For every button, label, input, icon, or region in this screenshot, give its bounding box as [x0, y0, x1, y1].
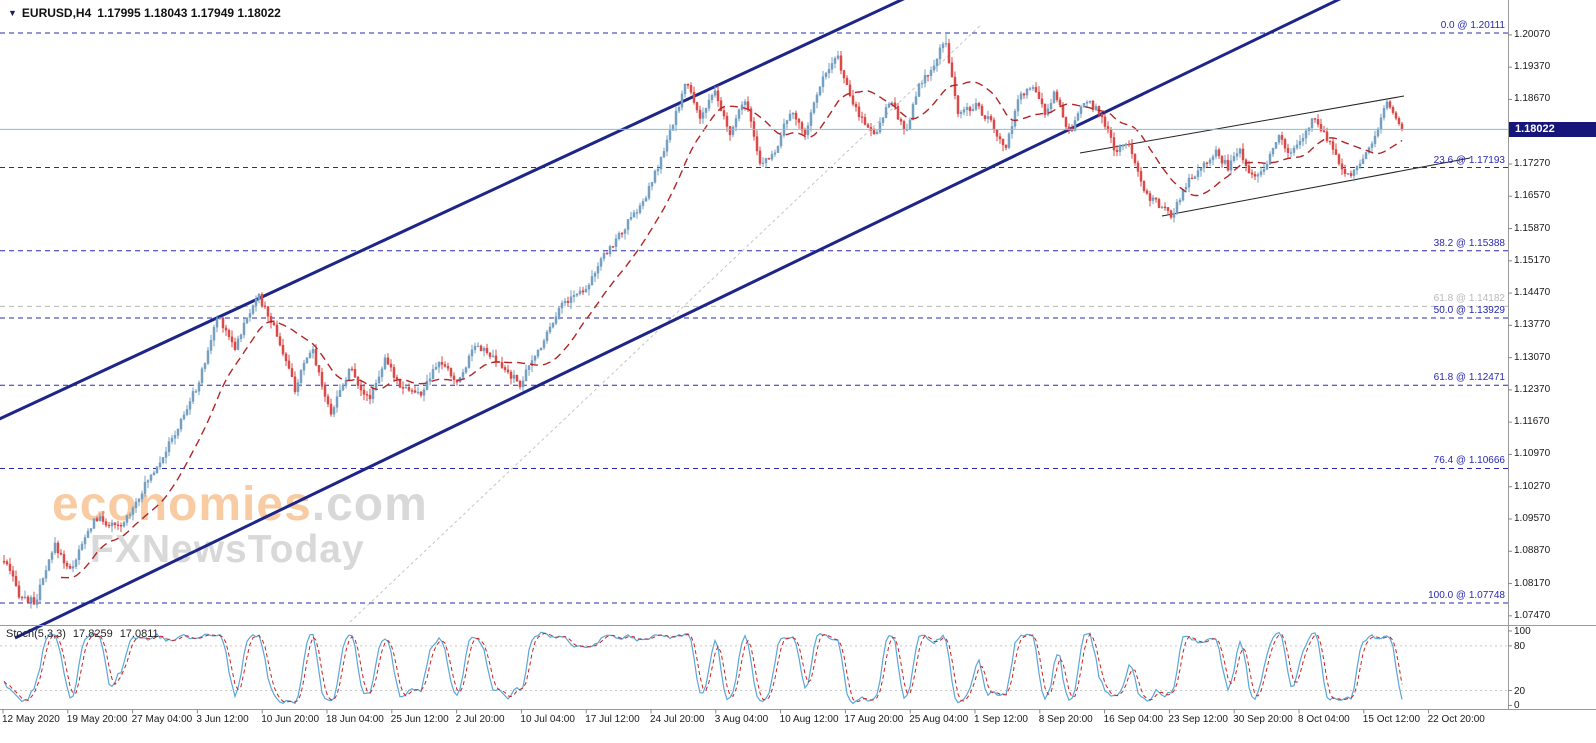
price-axis-label: 1.12370 — [1514, 383, 1551, 395]
time-axis-label: 16 Sep 04:00 — [1103, 714, 1164, 725]
current-price-badge: 1.18022 — [1509, 121, 1596, 137]
chart-ohlc-values: 1.17995 1.18043 1.17949 1.18022 — [97, 6, 281, 20]
fib-level-label: 23.6 @ 1.17193 — [1433, 154, 1505, 166]
trendline — [1161, 157, 1471, 217]
time-axis-label: 12 May 2020 — [2, 714, 60, 725]
trendline — [1079, 95, 1405, 154]
time-axis-label: 3 Jun 12:00 — [196, 714, 249, 725]
time-axis-label: 25 Jun 12:00 — [390, 714, 449, 725]
indicator-k-value: 17.8259 — [72, 628, 113, 640]
time-axis-label: 8 Oct 04:00 — [1298, 714, 1350, 725]
time-axis-label: 1 Sep 12:00 — [974, 714, 1028, 725]
price-axis-label: 1.17270 — [1514, 157, 1551, 169]
time-axis-label: 22 Oct 20:00 — [1427, 714, 1485, 725]
price-axis-label: 1.15170 — [1514, 254, 1551, 266]
aux-trendline — [349, 23, 983, 623]
time-axis-label: 3 Aug 04:00 — [714, 714, 769, 725]
price-axis-label: 1.07470 — [1514, 609, 1551, 621]
stoch-axis-label: 100 — [1514, 626, 1531, 637]
time-axis-label: 23 Sep 12:00 — [1168, 714, 1228, 725]
time-axis-label: 17 Jul 12:00 — [585, 714, 640, 725]
time-axis-label: 27 May 04:00 — [131, 714, 193, 725]
chart-title: ▼ EURUSD,H4 1.17995 1.18043 1.17949 1.1802… — [8, 6, 287, 20]
fib-level-label: 0.0 @ 1.20111 — [1440, 20, 1505, 31]
stochastic-indicator-label: Stoch(5,3,3) 17.8259 17.0811 — [6, 628, 166, 640]
fib-level-label: 50.0 @ 1.13929 — [1433, 305, 1505, 317]
time-axis-label: 25 Aug 04:00 — [909, 714, 969, 725]
watermark-suffix: .com — [311, 478, 428, 531]
time-axis-label: 19 May 20:00 — [66, 714, 128, 725]
up-candle-bodies — [23, 43, 1389, 605]
price-axis-label: 1.14470 — [1514, 287, 1551, 299]
price-axis-label: 1.11670 — [1514, 416, 1550, 428]
chart-symbol: EURUSD,H4 — [21, 6, 92, 20]
time-axis-label: 10 Jul 04:00 — [520, 714, 575, 725]
down-candle-bodies — [2, 43, 1404, 605]
time-axis-label: 10 Jun 20:00 — [261, 714, 320, 725]
time-axis-label: 10 Aug 12:00 — [779, 714, 839, 725]
price-axis-label: 1.10270 — [1514, 480, 1551, 492]
trend-channel-line — [14, 0, 1342, 640]
time-axis-label: 15 Oct 12:00 — [1362, 714, 1421, 725]
price-axis-label: 1.19370 — [1514, 61, 1551, 73]
symbol-marker-icon: ▼ — [8, 8, 17, 18]
price-axis-label: 1.18670 — [1514, 93, 1551, 105]
price-axis-label: 1.08870 — [1514, 545, 1551, 557]
price-axis-label: 1.13770 — [1514, 319, 1551, 331]
stoch-axis-label: 20 — [1514, 685, 1526, 697]
time-axis-label: 2 Jul 20:00 — [455, 714, 505, 725]
up-candle-wicks — [24, 33, 1388, 609]
price-axis-label: 1.08170 — [1514, 577, 1551, 589]
indicator-d-value: 17.0811 — [119, 628, 159, 640]
fib-level-label: 61.8 @ 1.14182 — [1433, 293, 1505, 305]
indicator-name: Stoch(5,3,3) — [6, 628, 66, 640]
stochastic-k-line — [3, 631, 1403, 705]
price-axis-label: 1.09570 — [1514, 513, 1551, 524]
trend-channel-line — [0, 0, 905, 421]
time-axis-label: 24 Jul 20:00 — [650, 714, 705, 725]
stoch-axis-label: 80 — [1514, 640, 1526, 652]
price-axis-label: 1.13070 — [1514, 351, 1551, 363]
moving-average-line — [60, 81, 1403, 579]
fib-level-label: 100.0 @ 1.07748 — [1428, 590, 1505, 601]
price-axis-label: 1.10970 — [1514, 448, 1551, 460]
stochastic-d-line — [3, 632, 1403, 703]
fib-level-label: 38.2 @ 1.15388 — [1433, 237, 1505, 249]
time-axis-label: 18 Jun 04:00 — [326, 714, 384, 725]
price-axis-label: 1.15870 — [1514, 222, 1551, 234]
price-axis-label: 1.16570 — [1514, 190, 1551, 202]
time-axis-label: 30 Sep 20:00 — [1233, 714, 1293, 725]
fib-level-label: 76.4 @ 1.10666 — [1433, 455, 1505, 467]
fib-level-label: 61.8 @ 1.12471 — [1433, 372, 1505, 384]
price-axis-label: 1.20070 — [1514, 28, 1551, 40]
time-axis-label: 17 Aug 20:00 — [844, 714, 904, 725]
watermark: economies.com FXNewsToday — [52, 478, 428, 570]
time-axis-label: 8 Sep 20:00 — [1038, 714, 1093, 725]
stoch-axis-label: 0 — [1514, 700, 1520, 712]
